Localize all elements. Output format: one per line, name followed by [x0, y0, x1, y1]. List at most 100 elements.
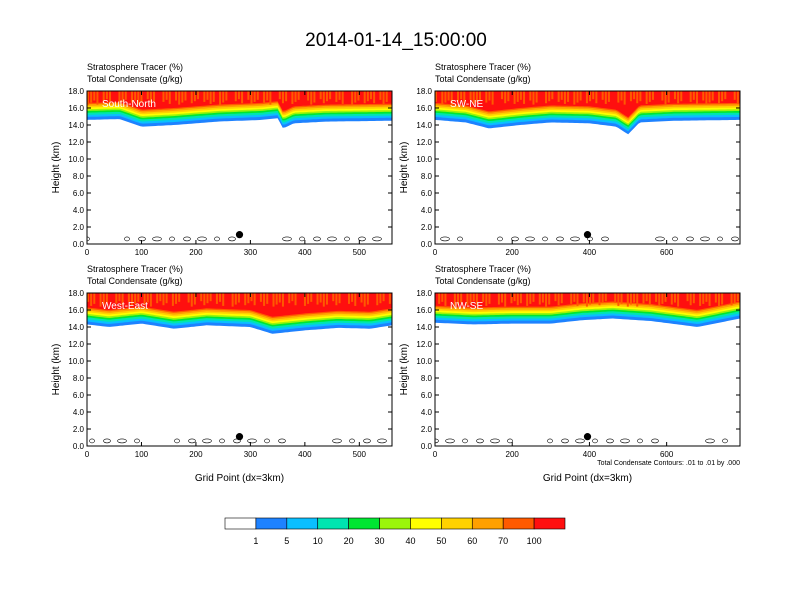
contour-loop — [103, 438, 111, 444]
tracer-streak — [510, 293, 513, 304]
tracer-streak — [592, 293, 595, 303]
x-tick-label: 500 — [353, 248, 367, 257]
tracer-streak — [736, 293, 739, 302]
y-tick-label: 18.0 — [416, 289, 432, 298]
tracer-streak — [99, 293, 102, 307]
tracer-streak — [294, 91, 297, 102]
colorbar-label: 60 — [467, 536, 477, 546]
contour-loop — [264, 438, 270, 444]
tracer-streak — [272, 293, 275, 307]
tracer-streak — [488, 293, 491, 304]
tracer-streak — [579, 91, 582, 101]
tracer-streak — [686, 293, 689, 302]
y-tick-label: 14.0 — [68, 323, 84, 332]
tracer-streak — [87, 293, 89, 302]
tracer-streak — [222, 91, 225, 103]
tracer-streak — [614, 293, 617, 302]
tracer-streak — [329, 91, 332, 100]
tracer-streak — [146, 91, 149, 100]
tracer-streak — [636, 91, 639, 104]
contour-loop — [592, 438, 598, 444]
tracer-streak — [560, 293, 563, 304]
tracer-streak — [482, 293, 485, 302]
colorbar-label: 70 — [498, 536, 508, 546]
tracer-streak — [291, 293, 294, 302]
tracer-streak — [589, 91, 592, 102]
tracer-streak — [206, 293, 209, 304]
contour-loop — [490, 438, 500, 444]
tracer-streak — [438, 293, 441, 304]
y-tick-label: 12.0 — [68, 138, 84, 147]
tracer-streak — [507, 91, 510, 102]
x-tick-label: 400 — [298, 450, 312, 459]
cross-section-label: South-North — [102, 99, 156, 110]
field-label: Stratosphere Tracer (%) — [87, 62, 183, 72]
tracer-streak — [193, 293, 196, 305]
tracer-streak — [338, 91, 341, 100]
condensate-contours — [435, 438, 728, 444]
tracer-streak — [250, 293, 253, 302]
colorbar-label: 30 — [375, 536, 385, 546]
contour-note: Total Condensate Contours: .01 to .01 by… — [597, 460, 740, 467]
tracer-streak — [677, 293, 680, 307]
tracer-streak — [140, 91, 143, 103]
tracer-streak — [617, 91, 620, 103]
tracer-streak — [717, 91, 720, 104]
tracer-streak — [338, 293, 341, 304]
tracer-streak — [460, 293, 463, 303]
tracer-streak — [513, 91, 516, 104]
tracer-streak — [601, 91, 604, 100]
contour-loop — [672, 236, 678, 242]
tracer-streak — [645, 293, 648, 302]
x-axis-label: Grid Point (dx=3km) — [195, 473, 284, 484]
colorbar-swatch — [317, 517, 349, 530]
tracer-streak — [633, 293, 636, 303]
tracer-streak — [460, 91, 463, 100]
tracer-streak — [162, 293, 165, 306]
colorbar-swatch — [348, 517, 380, 530]
tracer-streak — [705, 91, 708, 105]
tracer-streak — [115, 293, 118, 304]
tracer-streak — [504, 91, 507, 104]
tracer-streak — [134, 293, 137, 304]
y-axis-label: Height (km) — [399, 344, 410, 396]
tracer-streak — [519, 293, 522, 304]
contour-loop — [575, 438, 585, 444]
contour-loop — [363, 438, 371, 444]
tracer-streak — [501, 91, 504, 100]
x-tick-label: 200 — [189, 248, 203, 257]
tracer-streak — [472, 91, 475, 104]
y-tick-label: 2.0 — [73, 425, 85, 434]
tracer-streak — [325, 91, 328, 102]
tracer-streak — [146, 293, 149, 303]
tracer-streak — [347, 293, 350, 304]
tracer-streak — [175, 91, 178, 101]
x-tick-label: 200 — [506, 450, 520, 459]
contour-loop — [620, 438, 630, 444]
tracer-streak — [153, 91, 156, 102]
tracer-streak — [636, 293, 639, 307]
tracer-streak — [93, 293, 96, 304]
tracer-streak — [313, 91, 316, 103]
tracer-streak — [545, 293, 548, 307]
contour-loop — [462, 438, 468, 444]
x-tick-label: 0 — [433, 248, 438, 257]
tracer-streak — [105, 293, 108, 303]
tracer-streak — [259, 293, 262, 302]
tracer-streak — [444, 91, 447, 103]
tracer-streak — [335, 293, 338, 306]
panels: 0.0 2.0 4.0 6.0 8.0 10.0 12.0 14.0 16.0 18.0 0 100 2… — [51, 62, 741, 484]
contour-loop — [722, 438, 728, 444]
tracer-streak — [231, 293, 234, 307]
tracer-streak — [291, 91, 294, 104]
contour-loop — [507, 438, 513, 444]
tracer-streak — [354, 91, 357, 103]
tracer-streak — [190, 91, 193, 104]
tracer-streak — [541, 293, 544, 303]
contour-loop — [197, 236, 207, 242]
contour-loop — [570, 236, 580, 242]
contour-loop — [278, 438, 286, 444]
contour-loop — [228, 236, 236, 242]
tracer-streak — [601, 293, 604, 304]
tracer-streak — [485, 91, 488, 103]
